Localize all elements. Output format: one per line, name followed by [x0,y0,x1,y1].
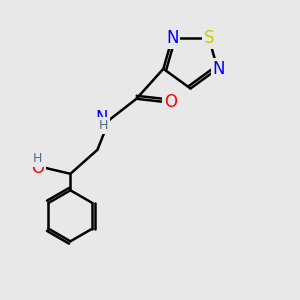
Text: N: N [213,60,225,78]
Text: H: H [99,119,108,132]
Text: N: N [166,29,178,47]
Text: O: O [164,93,177,111]
Text: H: H [33,152,42,165]
Text: O: O [31,159,44,177]
Text: S: S [204,29,214,47]
Text: N: N [96,109,108,127]
